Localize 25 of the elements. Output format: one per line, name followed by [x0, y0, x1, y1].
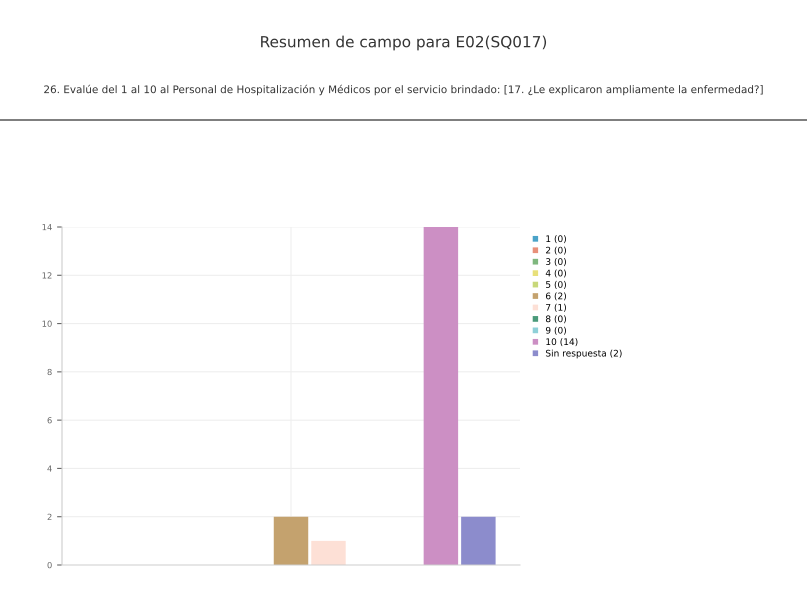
y-tick-label: 10 — [42, 320, 52, 327]
legend-label: Sin respuesta (2) — [546, 350, 622, 358]
bar — [424, 227, 458, 565]
legend-label: 2 (0) — [546, 246, 566, 255]
chart-title: Resumen de campo para E02(SQ017) — [261, 36, 546, 50]
legend-label: 1 (0) — [546, 235, 566, 244]
y-tick-label: 4 — [47, 466, 52, 472]
y-tick-label: 14 — [42, 224, 52, 230]
legend-label: 3 (0) — [546, 258, 566, 266]
y-tick-label: 12 — [42, 272, 52, 278]
legend-label: 10 (14) — [546, 338, 578, 346]
legend-label: 9 (0) — [546, 326, 566, 335]
legend-label: 7 (1) — [546, 304, 566, 312]
y-tick-label: 8 — [48, 368, 52, 376]
y-tick-label: 6 — [48, 417, 52, 424]
legend-label: 6 (2) — [546, 292, 566, 300]
legend-label: 5 (0) — [546, 280, 566, 289]
bar — [311, 540, 346, 565]
legend-label: 4 (0) — [546, 269, 566, 278]
chart-subtitle: 26. Evalúe del 1 al 10 al Personal de Hospitalización y Médicos por el servicio brindado: [17. ¿Le explicaron ampliamente la enfermedad?] — [44, 84, 763, 96]
bar — [274, 516, 308, 565]
bar — [461, 516, 496, 565]
y-tick-label: 0 — [48, 562, 52, 568]
y-tick-label: 2 — [48, 514, 52, 520]
legend-label: 8 (0) — [546, 315, 566, 324]
